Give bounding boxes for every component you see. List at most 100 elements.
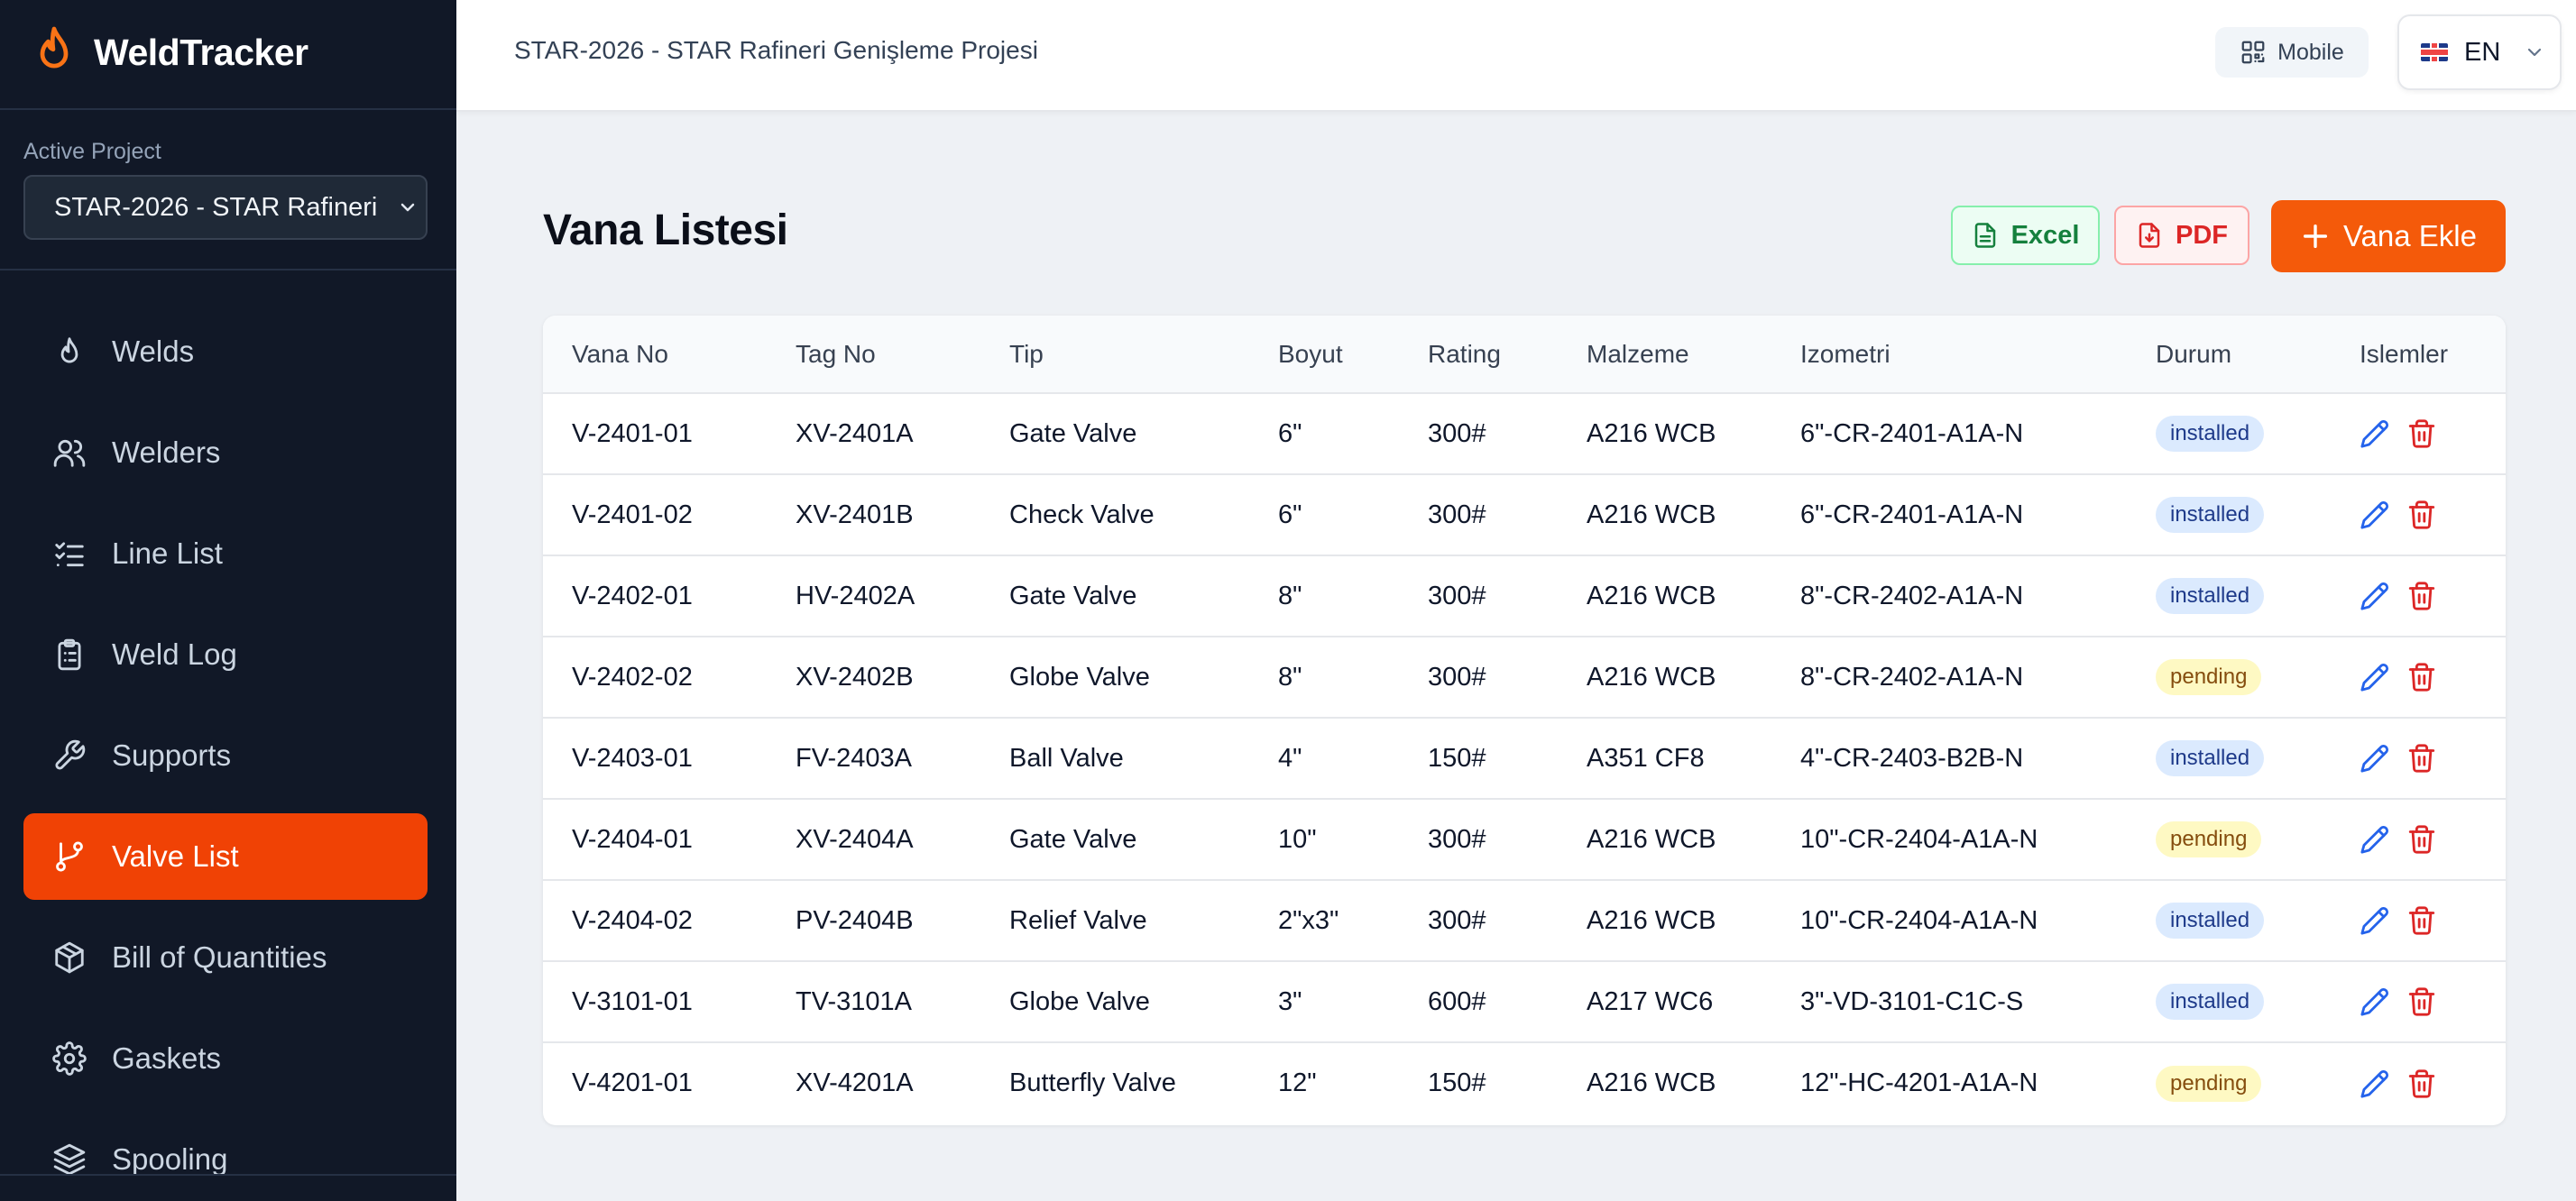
sidebar-nav: Welds Welders Line List Weld Log Support… <box>23 308 428 1201</box>
row-actions <box>2360 743 2506 774</box>
row-actions <box>2360 500 2506 530</box>
delete-trash-icon[interactable] <box>2406 500 2437 530</box>
boyut-cell: 8" <box>1278 662 1302 692</box>
table-row[interactable]: V-2404-02 PV-2404B Relief Valve 2"x3" 300# A2… <box>543 880 2506 961</box>
status-badge: installed <box>2156 984 2265 1020</box>
clipboard-icon <box>58 638 81 671</box>
sidebar-item-label: Spooling <box>112 1142 228 1176</box>
sidebar-item-supports[interactable]: Supports <box>23 712 428 799</box>
rating-cell: 300# <box>1428 905 1486 935</box>
malzeme-cell: A216 WCB <box>1587 662 1716 692</box>
delete-trash-icon[interactable] <box>2406 986 2437 1017</box>
sidebar-item-gaskets[interactable]: Gaskets <box>23 1015 428 1102</box>
boyut-cell: 6" <box>1278 418 1302 448</box>
edit-pencil-icon[interactable] <box>2360 418 2390 449</box>
durum-cell: installed <box>2127 474 2331 555</box>
project-select[interactable]: STAR-2026 - STAR Rafineri <box>23 175 428 240</box>
add-valve-button[interactable]: Vana Ekle <box>2271 200 2506 272</box>
sidebar-item-label: Bill of Quantities <box>112 940 327 974</box>
row-actions <box>2360 581 2506 611</box>
edit-pencil-icon[interactable] <box>2360 500 2390 530</box>
table-row[interactable]: V-2404-01 XV-2404A Gate Valve 10" 300# A216 W… <box>543 799 2506 880</box>
delete-trash-icon[interactable] <box>2406 905 2437 936</box>
vana-no-cell: V-2402-01 <box>572 581 693 610</box>
sidebar-item-label: Line List <box>112 536 223 570</box>
edit-pencil-icon[interactable] <box>2360 662 2390 692</box>
wrench-icon <box>55 739 86 770</box>
layers-icon <box>53 1143 86 1176</box>
izometri-cell: 10"-CR-2404-A1A-N <box>1800 905 2038 935</box>
durum-cell: installed <box>2127 961 2331 1042</box>
delete-trash-icon[interactable] <box>2406 581 2437 611</box>
actions-cell <box>2331 555 2506 637</box>
sidebar-item-bill-of-quantities[interactable]: Bill of Quantities <box>23 914 428 1001</box>
sidebar-item-welders[interactable]: Welders <box>23 409 428 496</box>
page-title: Vana Listesi <box>543 206 788 254</box>
edit-pencil-icon[interactable] <box>2360 905 2390 936</box>
table-body: V-2401-01 XV-2401A Gate Valve 6" 300# A216 WC… <box>543 393 2506 1123</box>
delete-trash-icon[interactable] <box>2406 1068 2437 1099</box>
vana-no-cell: V-2401-02 <box>572 500 693 529</box>
boyut-cell: 10" <box>1278 824 1317 854</box>
vana-no-cell: V-2402-02 <box>572 662 693 692</box>
durum-cell: installed <box>2127 718 2331 799</box>
sidebar-item-valve-list[interactable]: Valve List <box>23 813 428 900</box>
status-badge: installed <box>2156 903 2265 939</box>
durum-cell: pending <box>2127 799 2331 880</box>
pdf-label: PDF <box>2176 220 2228 250</box>
tag-no-cell: XV-2401A <box>796 418 914 448</box>
tag-no-cell: PV-2404B <box>796 905 914 935</box>
sidebar-item-welds[interactable]: Welds <box>23 308 428 395</box>
sidebar-item-label: Welders <box>112 435 221 469</box>
table-row[interactable]: V-3101-01 TV-3101A Globe Valve 3" 600# A217 W… <box>543 961 2506 1042</box>
izometri-cell: 3"-VD-3101-C1C-S <box>1800 986 2024 1016</box>
active-project-label: Active Project <box>23 139 161 164</box>
delete-trash-icon[interactable] <box>2406 743 2437 774</box>
boyut-cell: 12" <box>1278 1068 1317 1097</box>
gear-icon <box>52 1041 87 1076</box>
sidebar-divider <box>0 108 456 110</box>
row-actions <box>2360 662 2506 692</box>
chevron-down-icon <box>2528 48 2542 57</box>
status-badge: pending <box>2156 1065 2262 1102</box>
sidebar-divider <box>0 269 456 270</box>
column-header: Malzeme <box>1587 339 1689 368</box>
edit-pencil-icon[interactable] <box>2360 1068 2390 1099</box>
rating-cell: 300# <box>1428 500 1486 529</box>
language-select[interactable]: EN <box>2397 14 2562 90</box>
column-header: Tag No <box>796 339 876 368</box>
row-actions <box>2360 824 2506 855</box>
sidebar-item-line-list[interactable]: Line List <box>23 510 428 597</box>
tip-cell: Relief Valve <box>1009 905 1147 935</box>
malzeme-cell: A216 WCB <box>1587 905 1716 935</box>
delete-trash-icon[interactable] <box>2406 824 2437 855</box>
sidebar-item-weld-log[interactable]: Weld Log <box>23 611 428 698</box>
export-excel-button[interactable]: Excel <box>1951 206 2100 265</box>
table-row[interactable]: V-2401-01 XV-2401A Gate Valve 6" 300# A216 WC… <box>543 393 2506 474</box>
vana-no-cell: V-2403-01 <box>572 743 693 773</box>
vana-no-cell: V-2404-02 <box>572 905 693 935</box>
sidebar-bottom-divider <box>0 1174 456 1176</box>
app-logo[interactable]: WeldTracker <box>31 20 308 85</box>
export-pdf-button[interactable]: PDF <box>2114 206 2249 265</box>
izometri-cell: 8"-CR-2402-A1A-N <box>1800 581 2024 610</box>
izometri-cell: 6"-CR-2401-A1A-N <box>1800 418 2024 448</box>
edit-pencil-icon[interactable] <box>2360 986 2390 1017</box>
edit-pencil-icon[interactable] <box>2360 581 2390 611</box>
boyut-cell: 3" <box>1278 986 1302 1016</box>
vana-no-cell: V-2401-01 <box>572 418 693 448</box>
status-badge: pending <box>2156 821 2262 857</box>
delete-trash-icon[interactable] <box>2406 662 2437 692</box>
table-row[interactable]: V-2403-01 FV-2403A Ball Valve 4" 150# A351 CF… <box>543 718 2506 799</box>
delete-trash-icon[interactable] <box>2406 418 2437 449</box>
table-row[interactable]: V-4201-01 XV-4201A Butterfly Valve 12" 150# A… <box>543 1042 2506 1123</box>
edit-pencil-icon[interactable] <box>2360 824 2390 855</box>
table-row[interactable]: V-2402-01 HV-2402A Gate Valve 8" 300# A216 WC… <box>543 555 2506 637</box>
malzeme-cell: A216 WCB <box>1587 824 1716 854</box>
table-row[interactable]: V-2401-02 XV-2401B Check Valve 6" 300# A216 W… <box>543 474 2506 555</box>
edit-pencil-icon[interactable] <box>2360 743 2390 774</box>
mobile-button[interactable]: Mobile <box>2215 27 2369 78</box>
izometri-cell: 12"-HC-4201-A1A-N <box>1800 1068 2038 1097</box>
table-row[interactable]: V-2402-02 XV-2402B Globe Valve 8" 300# A216 W… <box>543 637 2506 718</box>
sidebar-item-spooling[interactable]: Spooling <box>23 1116 428 1201</box>
